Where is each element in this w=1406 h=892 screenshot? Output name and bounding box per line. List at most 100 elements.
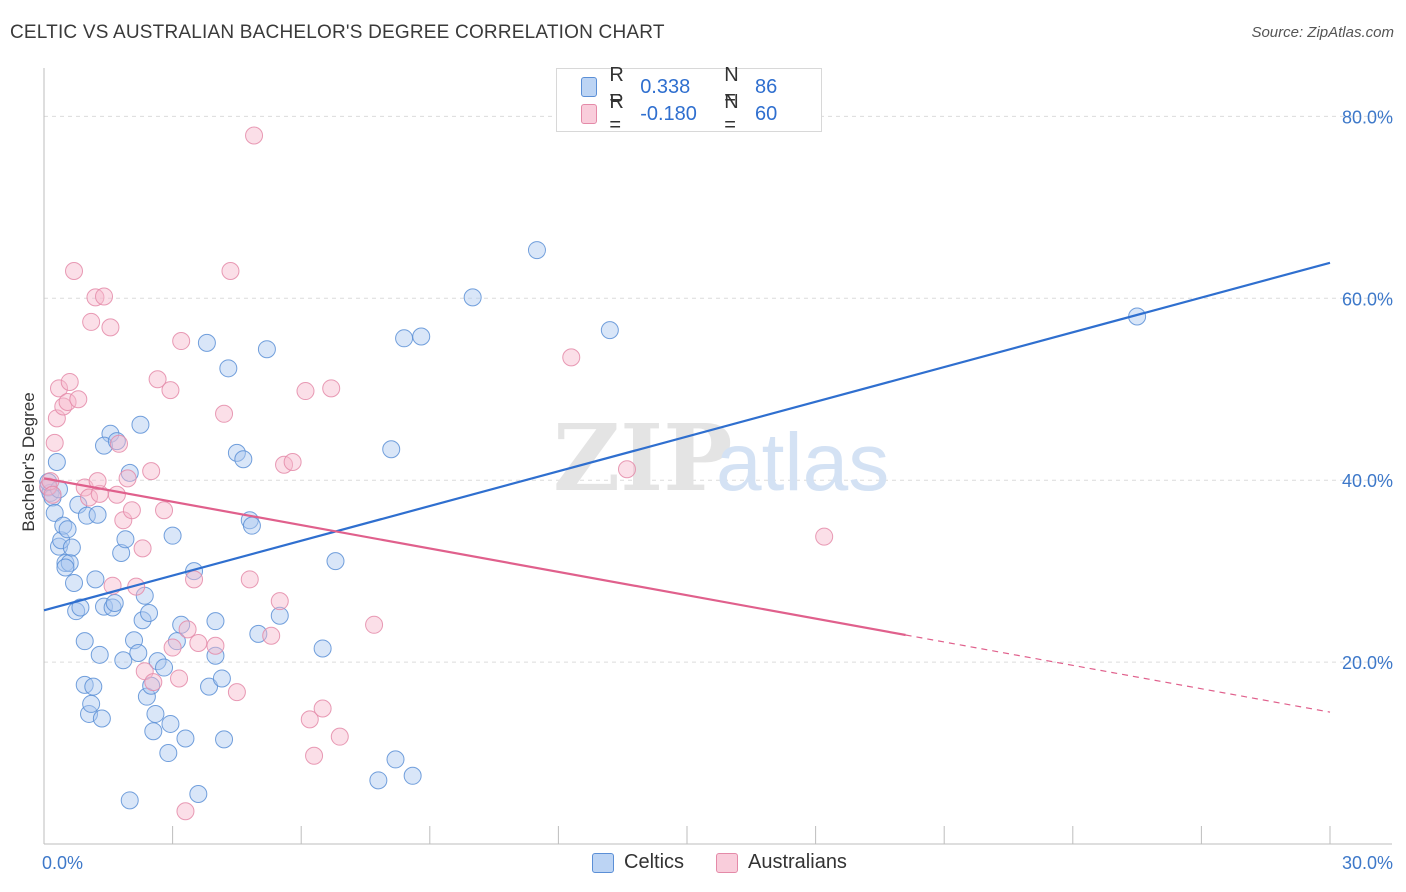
celtics-point xyxy=(270,606,289,625)
legend-r-label: R = xyxy=(609,91,624,136)
legend-n-label: N = xyxy=(724,91,739,136)
legend-row-celtics: R = 0.338 N = 86 xyxy=(581,64,821,109)
celtics-point xyxy=(92,709,111,728)
trend-lines xyxy=(43,261,1331,713)
celtics-point xyxy=(144,722,163,741)
australians-point xyxy=(262,626,281,645)
legend-r-value: -0.180 xyxy=(640,102,697,125)
australians-point xyxy=(270,592,289,611)
legend-r-label: R = xyxy=(609,64,624,109)
celtics-point xyxy=(56,558,75,577)
australians-point xyxy=(82,312,101,331)
australians-point xyxy=(305,746,324,765)
celtics-point xyxy=(234,450,253,469)
celtics-point xyxy=(71,598,90,617)
x-tick-label: 30.0% xyxy=(1342,853,1393,873)
celtics-point xyxy=(114,651,133,670)
australians-point xyxy=(122,501,141,520)
celtics-point xyxy=(326,552,345,571)
series-legend: Celtics Australians xyxy=(0,851,1406,879)
celtics-point xyxy=(107,432,126,451)
celtics-point xyxy=(172,615,191,634)
australians-point xyxy=(313,699,332,718)
celtics-point xyxy=(189,784,208,803)
celtics-point xyxy=(412,327,431,346)
australians-point xyxy=(45,433,64,452)
chart-title: CELTIC VS AUSTRALIAN BACHELOR'S DEGREE C… xyxy=(10,22,665,43)
australians-point xyxy=(240,570,259,589)
x-tick-label: 0.0% xyxy=(42,853,83,873)
australians-point xyxy=(110,434,129,453)
celtics-point xyxy=(112,543,131,562)
celtics-point xyxy=(527,241,546,260)
australians-point xyxy=(142,462,161,481)
celtics-point xyxy=(212,669,231,688)
celtics-point xyxy=(227,443,246,462)
legend-r-value: 0.338 xyxy=(640,75,691,98)
celtics-point xyxy=(129,644,148,662)
australians-point xyxy=(161,381,180,400)
legend-n-label: N = xyxy=(724,64,739,109)
celtics-point xyxy=(86,570,105,589)
australians-trend-extension xyxy=(905,634,1331,713)
australians-point xyxy=(58,392,77,411)
y-tick-label: 40.0% xyxy=(1342,471,1393,491)
australians-point xyxy=(172,332,191,351)
australians-point xyxy=(283,453,302,471)
celtics-point xyxy=(386,750,405,769)
australians-point xyxy=(330,727,349,746)
australians-point xyxy=(69,390,88,409)
legend-item-australians: Australians xyxy=(716,851,847,874)
y-tick-label: 20.0% xyxy=(1342,653,1393,673)
australians-point xyxy=(206,636,225,655)
celtics-point xyxy=(116,530,135,549)
celtics-trend-line xyxy=(43,261,1331,612)
australians-point xyxy=(221,262,240,280)
australians-point xyxy=(815,527,834,546)
australians-point xyxy=(144,673,163,692)
watermark: ZIP atlas xyxy=(553,404,889,512)
y-tick-label: 60.0% xyxy=(1342,289,1393,309)
stats-legend: R = 0.338 N = 86 R = -0.180 N = 60 xyxy=(556,64,822,136)
celtics-point xyxy=(395,329,414,348)
celtics-point xyxy=(161,714,180,733)
australians-point xyxy=(562,348,581,367)
australians-point xyxy=(50,379,69,398)
australians-point xyxy=(47,409,66,428)
gridlines xyxy=(44,115,1392,663)
australians-point xyxy=(133,539,152,558)
celtics-point xyxy=(369,771,388,790)
y-tick-label: 80.0% xyxy=(1342,107,1393,127)
australians-point xyxy=(170,669,189,688)
australians-swatch xyxy=(581,104,598,124)
celtics-points xyxy=(39,241,1147,810)
celtics-point xyxy=(105,593,124,612)
source-credit: Source: ZipAtlas.com xyxy=(1251,24,1394,41)
celtics-point xyxy=(56,553,75,572)
y-axis-label: Bachelor's Degree xyxy=(19,392,38,531)
tick-labels: 20.0% 40.0% 60.0% 80.0% 0.0% 30.0% xyxy=(42,107,1393,873)
australians-point xyxy=(88,472,107,491)
celtics-point xyxy=(155,658,174,677)
celtics-point xyxy=(88,505,107,524)
celtics-swatch xyxy=(581,77,598,97)
australians-point xyxy=(80,488,99,507)
celtics-point xyxy=(206,612,225,631)
australians-point xyxy=(118,469,137,488)
celtics-point xyxy=(215,730,234,749)
celtics-point xyxy=(140,603,159,622)
australians-point xyxy=(148,370,167,389)
celtics-point xyxy=(313,639,332,658)
celtics-point xyxy=(133,611,152,630)
australians-point xyxy=(60,372,79,391)
celtics-point xyxy=(65,573,84,592)
australians-point xyxy=(322,379,341,398)
australians-point xyxy=(296,382,315,401)
celtics-point xyxy=(52,531,71,550)
celtics-point xyxy=(58,520,77,539)
celtics-point xyxy=(206,646,225,665)
australians-points xyxy=(39,126,834,821)
australians-point xyxy=(215,404,234,423)
celtics-point xyxy=(62,538,81,557)
australians-point xyxy=(95,287,114,306)
